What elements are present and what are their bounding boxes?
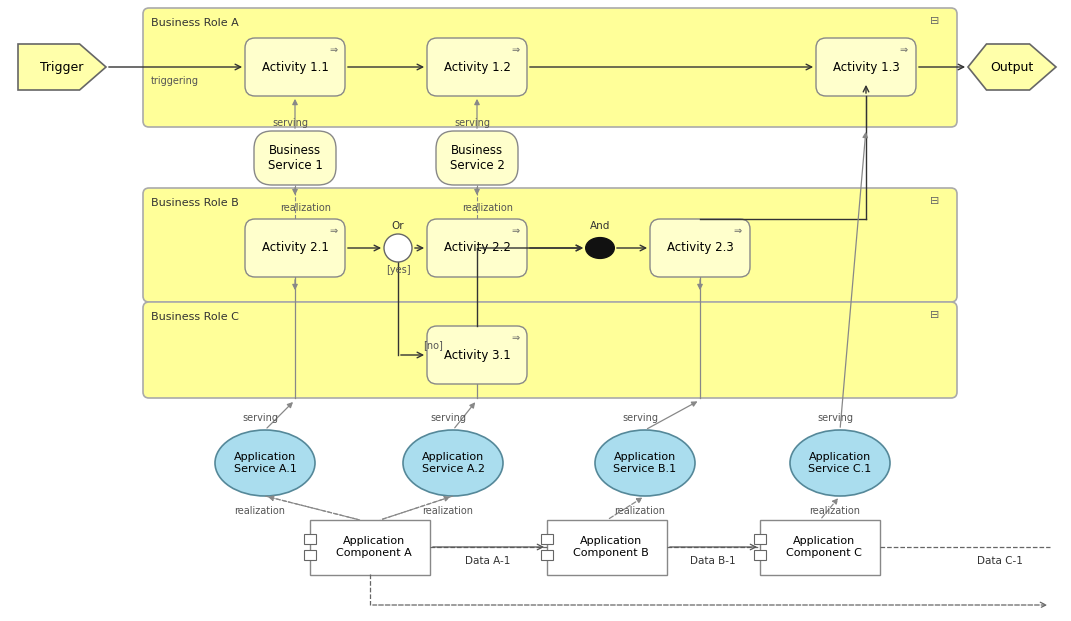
FancyBboxPatch shape	[245, 38, 345, 96]
Text: realization: realization	[280, 203, 331, 213]
Bar	[754, 550, 766, 560]
Text: Activity 2.3: Activity 2.3	[666, 242, 734, 255]
Text: Activity 3.1: Activity 3.1	[443, 348, 511, 361]
Ellipse shape	[790, 430, 890, 496]
Bar	[541, 550, 553, 560]
FancyBboxPatch shape	[144, 188, 957, 302]
Ellipse shape	[215, 430, 315, 496]
Text: Data A-1: Data A-1	[465, 556, 511, 566]
Bar	[547, 520, 667, 574]
Text: ⇒: ⇒	[329, 226, 337, 236]
Text: serving: serving	[622, 413, 658, 423]
Polygon shape	[968, 44, 1056, 90]
FancyBboxPatch shape	[245, 219, 345, 277]
Text: Business Role A: Business Role A	[151, 18, 239, 28]
Text: Application
Component C: Application Component C	[786, 536, 862, 558]
Text: Application
Service A.1: Application Service A.1	[233, 452, 297, 474]
Text: triggering: triggering	[151, 76, 199, 86]
Ellipse shape	[586, 238, 615, 258]
Text: serving: serving	[454, 118, 491, 128]
Text: Application
Service C.1: Application Service C.1	[809, 452, 872, 474]
Text: Data C-1: Data C-1	[977, 556, 1023, 566]
Text: realization: realization	[235, 506, 286, 516]
Circle shape	[384, 234, 412, 262]
Text: Business
Service 1: Business Service 1	[268, 144, 322, 172]
FancyBboxPatch shape	[144, 302, 957, 398]
Text: ⇒: ⇒	[329, 45, 337, 55]
Bar	[760, 520, 880, 574]
Text: Activity 2.1: Activity 2.1	[261, 242, 329, 255]
Text: Activity 1.1: Activity 1.1	[261, 60, 329, 73]
FancyBboxPatch shape	[144, 8, 957, 127]
Text: Application
Component B: Application Component B	[573, 536, 649, 558]
FancyBboxPatch shape	[254, 131, 336, 185]
Text: ⇒: ⇒	[511, 45, 519, 55]
Text: realization: realization	[462, 203, 513, 213]
Text: ⇒: ⇒	[900, 45, 908, 55]
Text: Output: Output	[991, 60, 1034, 73]
Text: realization: realization	[810, 506, 860, 516]
Text: Or: Or	[392, 221, 405, 231]
FancyBboxPatch shape	[436, 131, 518, 185]
FancyBboxPatch shape	[427, 326, 527, 384]
Text: Trigger: Trigger	[41, 60, 84, 73]
Text: serving: serving	[429, 413, 466, 423]
Ellipse shape	[595, 430, 695, 496]
Text: realization: realization	[615, 506, 665, 516]
Text: Business Role B: Business Role B	[151, 198, 239, 208]
Text: ⇒: ⇒	[511, 333, 519, 343]
Text: ⊟: ⊟	[931, 310, 939, 320]
Polygon shape	[18, 44, 106, 90]
Text: ⇒: ⇒	[511, 226, 519, 236]
Text: serving: serving	[242, 413, 278, 423]
Ellipse shape	[403, 430, 503, 496]
Bar	[754, 534, 766, 544]
Bar	[304, 534, 316, 544]
Text: ⊟: ⊟	[931, 16, 939, 26]
Text: Data B-1: Data B-1	[690, 556, 736, 566]
Text: serving: serving	[272, 118, 308, 128]
Text: realization: realization	[422, 506, 473, 516]
Text: Application
Service A.2: Application Service A.2	[422, 452, 484, 474]
Text: Activity 1.3: Activity 1.3	[832, 60, 900, 73]
Text: And: And	[590, 221, 610, 231]
FancyBboxPatch shape	[427, 219, 527, 277]
Text: Application
Component A: Application Component A	[336, 536, 412, 558]
FancyBboxPatch shape	[427, 38, 527, 96]
Text: Activity 1.2: Activity 1.2	[443, 60, 511, 73]
Text: Activity 2.2: Activity 2.2	[443, 242, 511, 255]
Text: ⇒: ⇒	[734, 226, 742, 236]
FancyBboxPatch shape	[650, 219, 750, 277]
FancyBboxPatch shape	[816, 38, 916, 96]
Text: Application
Service B.1: Application Service B.1	[614, 452, 677, 474]
Text: Business
Service 2: Business Service 2	[450, 144, 504, 172]
Bar	[304, 550, 316, 560]
Text: serving: serving	[817, 413, 853, 423]
Text: Business Role C: Business Role C	[151, 312, 239, 322]
Text: [no]: [no]	[423, 340, 443, 350]
Text: ⊟: ⊟	[931, 196, 939, 206]
Text: [yes]: [yes]	[386, 265, 410, 275]
Bar	[541, 534, 553, 544]
Bar	[310, 520, 429, 574]
